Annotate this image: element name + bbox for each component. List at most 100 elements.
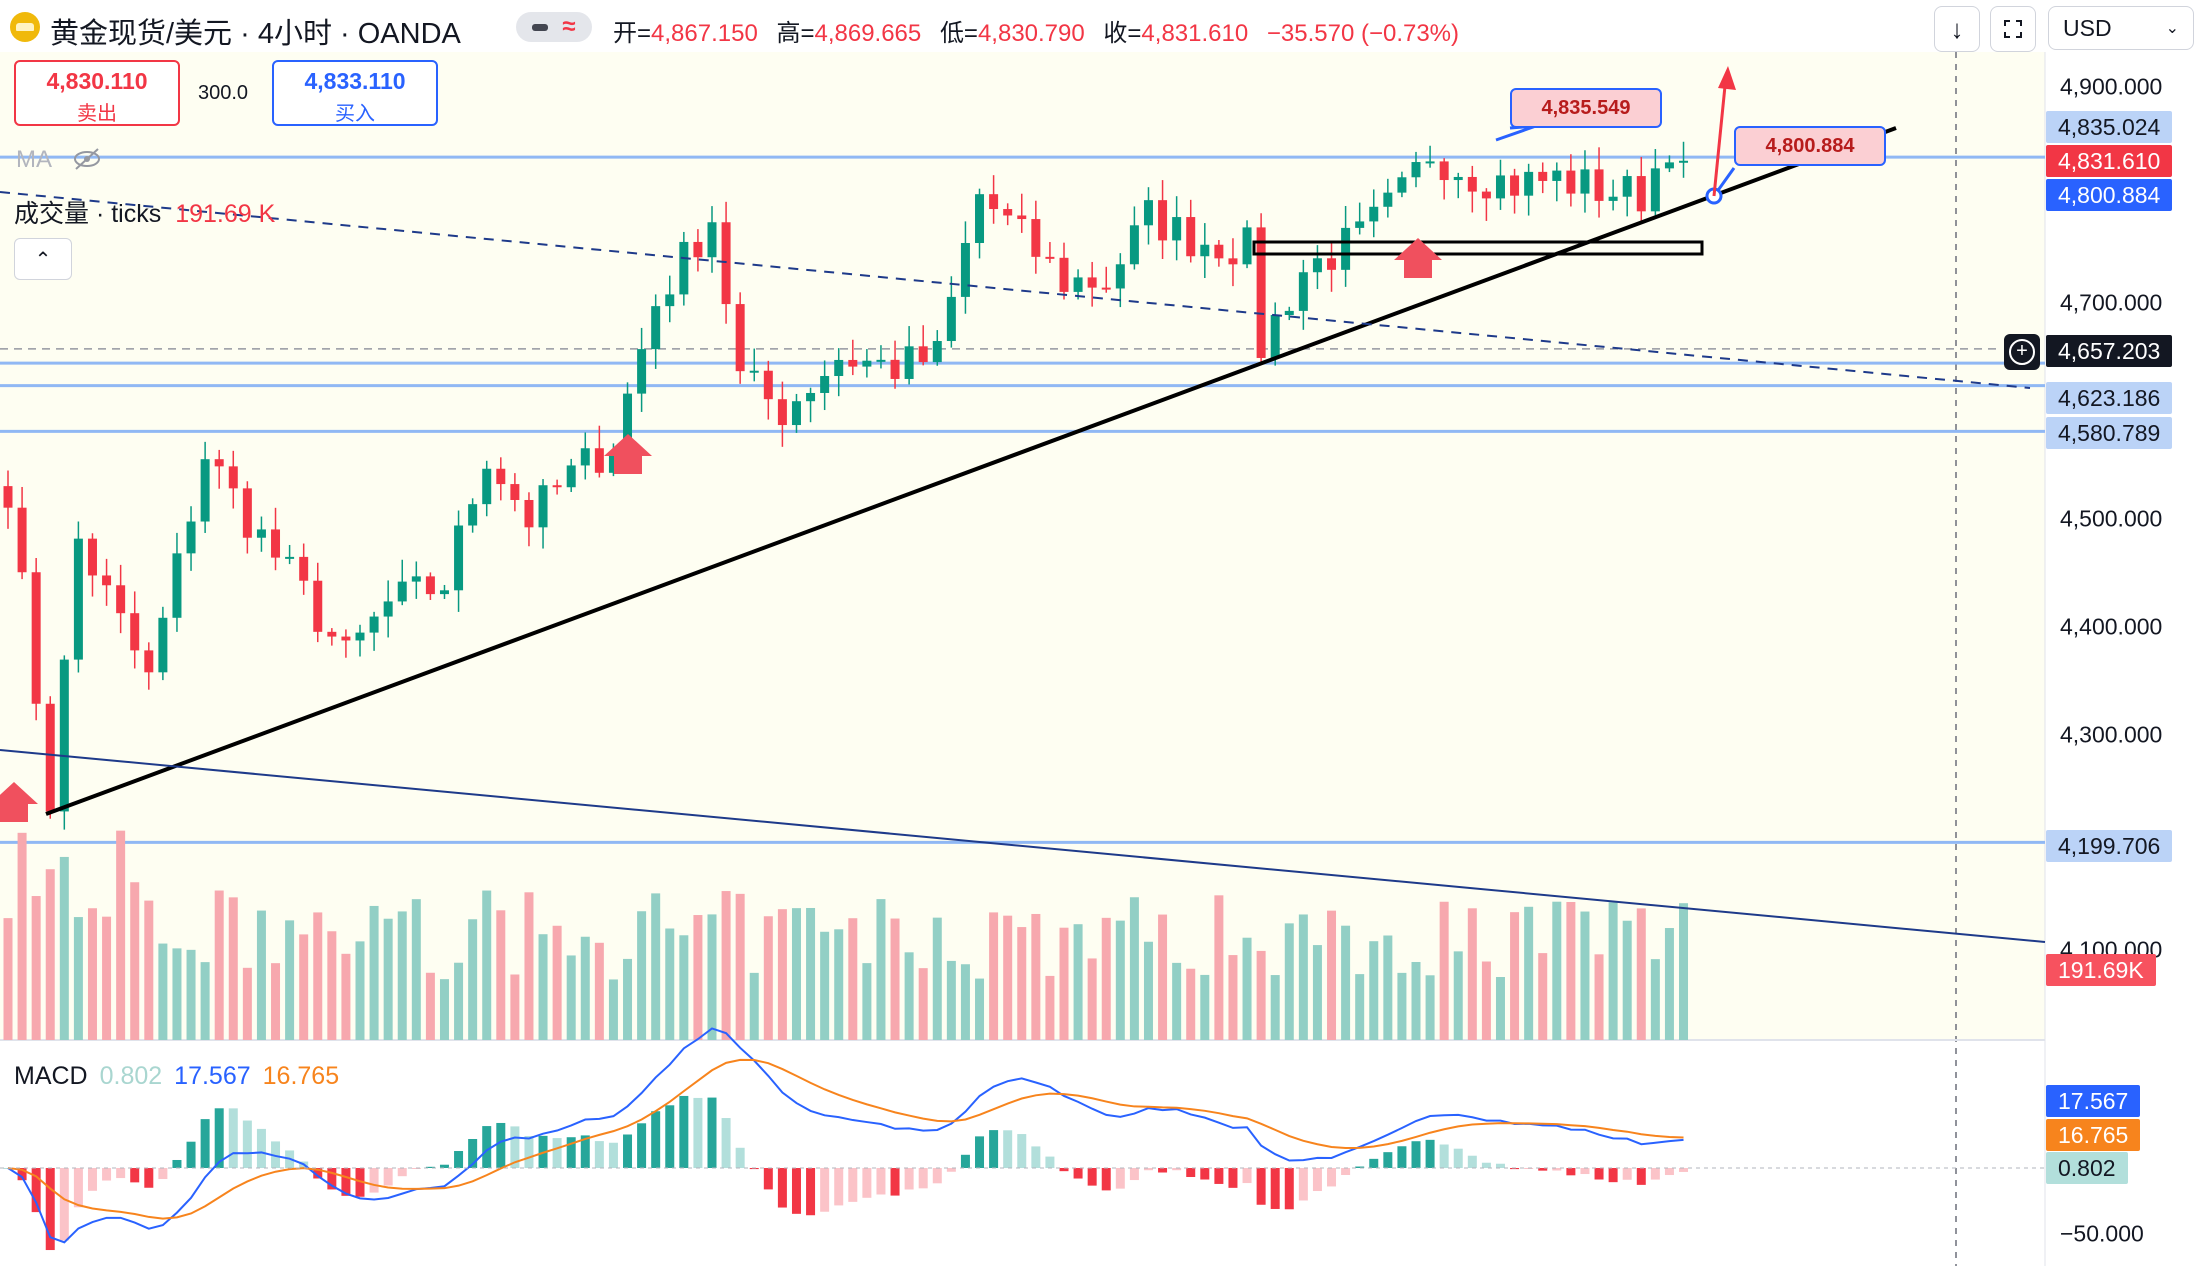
volume-bar-28 [397, 911, 407, 1040]
volume-bar-6 [87, 908, 97, 1040]
price-tick-4400: 4,400.000 [2060, 613, 2163, 640]
volume-bar-98 [1383, 935, 1393, 1040]
volume-bar-85 [1200, 974, 1210, 1040]
macd-hist-bar-80 [1129, 1168, 1139, 1181]
volume-bar-10 [144, 900, 154, 1040]
volume-bar-40 [566, 955, 576, 1040]
sell-price: 4,830.110 [46, 68, 148, 94]
macd-hist-bar-14 [200, 1119, 210, 1168]
candle-body-102 [1439, 161, 1449, 181]
minus-icon [532, 23, 549, 31]
macd-hist-bar-26 [369, 1168, 379, 1193]
macd-hist-bar-25 [355, 1168, 365, 1197]
volume-bar-117 [1650, 959, 1660, 1040]
candle-body-79 [1115, 264, 1125, 289]
macd-hist-bar-117 [1650, 1168, 1660, 1180]
candle-body-9 [130, 613, 140, 651]
macd-hist-bar-7 [102, 1168, 112, 1181]
macd-hist-bar-37 [524, 1135, 534, 1168]
candle-body-32 [454, 525, 464, 591]
chevron-up-icon: ⌃ [34, 248, 52, 271]
volume-bar-113 [1594, 954, 1604, 1040]
macd-hist-bar-56 [791, 1168, 801, 1214]
candle-body-40 [566, 465, 576, 488]
volume-bar-13 [186, 949, 196, 1040]
volume-bar-53 [749, 972, 759, 1040]
ma-indicator-label[interactable]: MA [16, 146, 52, 173]
volume-bar-23 [327, 931, 337, 1040]
price-callout-4800[interactable]: 4,800.884 [1734, 126, 1886, 166]
candle-body-65 [918, 346, 928, 363]
candle-body-36 [510, 484, 520, 500]
macd-hist-bar-88 [1242, 1168, 1252, 1184]
volume-bar-21 [299, 934, 309, 1040]
price-tick-4500: 4,500.000 [2060, 505, 2163, 532]
candle-body-11 [158, 617, 168, 673]
volume-bar-50 [707, 914, 717, 1040]
volume-bar-41 [580, 936, 590, 1040]
eye-hidden-icon[interactable] [72, 146, 102, 178]
volume-bar-1 [17, 832, 27, 1040]
chart-mode-toggle[interactable]: ≈ [516, 12, 592, 42]
candle-body-119 [1679, 160, 1689, 163]
volume-bar-37 [524, 892, 534, 1040]
volume-bar-112 [1580, 911, 1590, 1040]
macd-hist-bar-31 [439, 1164, 449, 1168]
candle-body-115 [1622, 176, 1632, 197]
candle-body-104 [1467, 176, 1477, 192]
candle-body-60 [848, 359, 858, 367]
macd-hist-bar-49 [693, 1097, 703, 1168]
macd-hist-value: 0.802 [99, 1062, 163, 1090]
candle-body-12 [172, 553, 182, 618]
candle-body-23 [327, 631, 337, 637]
macd-legend[interactable]: MACD 0.802 17.567 16.765 [14, 1062, 339, 1091]
volume-bar-22 [313, 912, 323, 1040]
buy-button[interactable]: 4,833.110 买入 [272, 60, 438, 126]
macd-hist-bar-9 [130, 1168, 140, 1183]
macd-hist-bar-83 [1172, 1168, 1182, 1171]
crosshair-add-button[interactable]: + [2004, 334, 2040, 370]
download-button[interactable]: ↓ [1934, 6, 1980, 52]
volume-bar-62 [876, 899, 886, 1040]
sell-button[interactable]: 4,830.110 卖出 [14, 60, 180, 126]
macd-hist-bar-119 [1679, 1168, 1689, 1172]
macd-hist-bar-101 [1425, 1139, 1435, 1168]
macd-hist-bar-74 [1045, 1156, 1055, 1168]
price-callout-4835[interactable]: 4,835.549 [1510, 88, 1662, 128]
volume-bar-0 [3, 918, 13, 1040]
volume-bar-58 [820, 931, 830, 1040]
currency-select[interactable]: USD ⌄ [2048, 6, 2194, 50]
macd-hist-bar-69 [975, 1136, 985, 1168]
volume-bar-24 [341, 953, 351, 1040]
macd-hist-bar-23 [327, 1168, 337, 1190]
macd-hist-bar-8 [116, 1168, 126, 1179]
volume-bar-59 [834, 929, 844, 1040]
volume-bar-108 [1524, 906, 1534, 1040]
volume-bar-33 [468, 919, 478, 1040]
candle-body-24 [341, 636, 351, 641]
candle-body-4 [59, 659, 69, 812]
collapse-indicators-button[interactable]: ⌃ [14, 238, 72, 280]
candle-body-15 [214, 459, 224, 467]
reset-view-button[interactable] [1990, 6, 2036, 52]
volume-bar-9 [130, 882, 140, 1040]
up-arrow-marker-1 [604, 434, 652, 474]
volume-legend[interactable]: 成交量 · ticks 191.69 K [14, 194, 275, 230]
candle-body-107 [1510, 175, 1520, 196]
volume-bar-16 [228, 897, 238, 1040]
macd-hist-bar-45 [637, 1123, 647, 1168]
macd-tick: −50.000 [2060, 1220, 2144, 1247]
candle-body-20 [285, 556, 295, 559]
volume-bar-47 [665, 928, 675, 1040]
volume-bar-48 [679, 935, 689, 1040]
candle-body-54 [763, 370, 773, 400]
volume-bar-110 [1552, 901, 1562, 1040]
macd-hist-bar-85 [1200, 1168, 1210, 1180]
symbol-title[interactable]: 黄金现货/美元 · 4小时 · OANDA [50, 18, 461, 50]
candle-body-66 [932, 341, 942, 363]
macd-label: MACD [14, 1062, 88, 1090]
candle-body-98 [1383, 192, 1393, 207]
candle-body-62 [876, 359, 886, 362]
volume-bar-107 [1510, 912, 1520, 1040]
